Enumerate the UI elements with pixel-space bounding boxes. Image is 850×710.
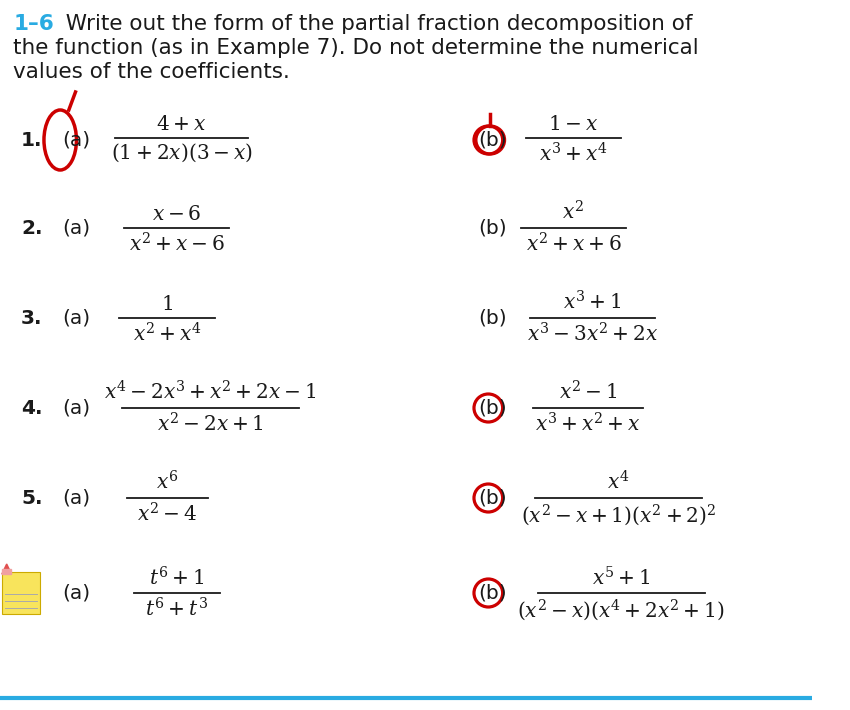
- Text: $(1 + 2x)(3 - x)$: $(1 + 2x)(3 - x)$: [110, 142, 252, 165]
- Text: 1–6: 1–6: [14, 14, 54, 34]
- Text: $x^2 - 2x + 1$: $x^2 - 2x + 1$: [156, 412, 264, 435]
- Text: (a): (a): [62, 131, 90, 150]
- Text: $1 - x$: $1 - x$: [548, 115, 598, 134]
- Text: the function (as in Example 7). Do not determine the numerical: the function (as in Example 7). Do not d…: [14, 38, 699, 58]
- Text: $x^2 + x + 6$: $x^2 + x + 6$: [525, 232, 621, 255]
- Text: 6.: 6.: [21, 584, 42, 603]
- Text: values of the coefficients.: values of the coefficients.: [14, 62, 290, 82]
- Text: $x^3 + x^4$: $x^3 + x^4$: [539, 142, 608, 165]
- Text: $x^4$: $x^4$: [607, 471, 630, 494]
- Text: $x - 6$: $x - 6$: [152, 205, 201, 224]
- Text: $x^5 + 1$: $x^5 + 1$: [592, 566, 650, 589]
- Text: $t^6 + 1$: $t^6 + 1$: [149, 566, 205, 589]
- Text: 2.: 2.: [21, 219, 42, 238]
- Text: Write out the form of the partial fraction decomposition of: Write out the form of the partial fracti…: [52, 14, 692, 34]
- Text: $x^2 - 4$: $x^2 - 4$: [137, 502, 197, 525]
- Text: $1$: $1$: [162, 295, 173, 314]
- Text: (a): (a): [62, 309, 90, 327]
- Polygon shape: [2, 564, 11, 574]
- Text: 5.: 5.: [21, 488, 42, 508]
- Text: 4.: 4.: [21, 398, 42, 417]
- Text: $4 + x$: $4 + x$: [156, 115, 207, 134]
- Text: (a): (a): [62, 488, 90, 508]
- Text: $x^3 + x^2 + x$: $x^3 + x^2 + x$: [535, 412, 641, 435]
- Text: (b): (b): [478, 309, 507, 327]
- Text: (a): (a): [62, 398, 90, 417]
- Text: 3.: 3.: [21, 309, 42, 327]
- Text: $x^4 - 2x^3 + x^2 + 2x - 1$: $x^4 - 2x^3 + x^2 + 2x - 1$: [104, 381, 316, 404]
- Text: $x^3 + 1$: $x^3 + 1$: [564, 291, 621, 314]
- Bar: [2, 572, 40, 614]
- Text: $t^6 + t^3$: $t^6 + t^3$: [145, 597, 208, 621]
- Text: $x^2$: $x^2$: [563, 201, 584, 224]
- Text: $x^6$: $x^6$: [156, 471, 178, 494]
- Text: (a): (a): [62, 219, 90, 238]
- Text: $x^3 - 3x^2 + 2x$: $x^3 - 3x^2 + 2x$: [527, 322, 658, 345]
- Text: (b): (b): [478, 131, 507, 150]
- Text: (a): (a): [62, 584, 90, 603]
- Text: $(x^2 - x + 1)(x^2 + 2)^2$: $(x^2 - x + 1)(x^2 + 2)^2$: [521, 502, 716, 528]
- Text: 1.: 1.: [21, 131, 42, 150]
- Text: $x^2 - 1$: $x^2 - 1$: [558, 381, 617, 404]
- Text: (b): (b): [478, 584, 507, 603]
- Text: (b): (b): [478, 398, 507, 417]
- Polygon shape: [2, 569, 11, 574]
- Text: $x^2 + x - 6$: $x^2 + x - 6$: [129, 232, 224, 255]
- Text: (b): (b): [478, 488, 507, 508]
- Text: $x^2 + x^4$: $x^2 + x^4$: [133, 322, 201, 345]
- Text: (b): (b): [478, 219, 507, 238]
- Text: $(x^2 - x)(x^4 + 2x^2 + 1)$: $(x^2 - x)(x^4 + 2x^2 + 1)$: [518, 597, 725, 623]
